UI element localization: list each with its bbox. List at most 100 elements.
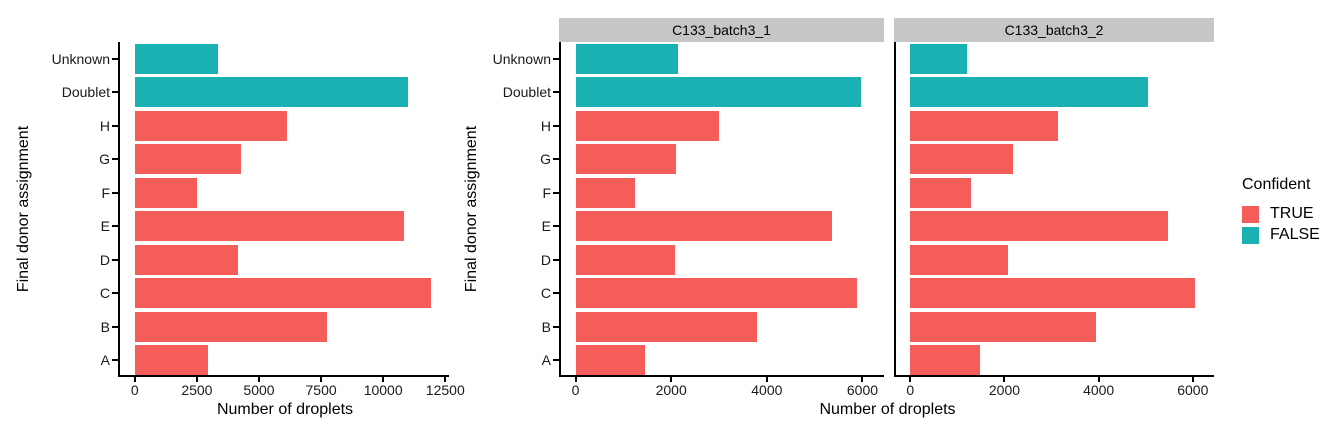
y-label-d: D bbox=[99, 251, 110, 268]
bar-f-panel0 bbox=[134, 177, 198, 208]
y-tick-mark bbox=[553, 359, 559, 362]
y-tick-mark bbox=[553, 57, 559, 60]
y-axis-title-left: Final donor assignment bbox=[15, 125, 32, 293]
x-tick-mark bbox=[1003, 377, 1006, 382]
x-tick-mark bbox=[257, 377, 260, 382]
bar-b-panel2 bbox=[910, 311, 1097, 342]
y-tick-mark bbox=[553, 91, 559, 94]
x-axis-title-left: Number of droplets bbox=[216, 401, 354, 418]
bar-doublet-panel0 bbox=[134, 77, 408, 108]
y-tick-mark bbox=[112, 359, 118, 362]
bar-g-panel2 bbox=[910, 144, 1014, 175]
bar-g-panel1 bbox=[575, 144, 676, 175]
y-label-h: H bbox=[540, 117, 551, 134]
bar-h-panel0 bbox=[134, 110, 288, 141]
y-tick-mark bbox=[112, 57, 118, 60]
x-tick-label: 5000 bbox=[243, 382, 275, 398]
y-label-d: D bbox=[540, 251, 551, 268]
y-tick-mark bbox=[112, 292, 118, 295]
x-tick-label: 7500 bbox=[305, 382, 337, 398]
y-label-e: E bbox=[541, 218, 551, 235]
x-tick-mark bbox=[195, 377, 198, 382]
y-label-a: A bbox=[541, 352, 551, 369]
y-label-c: C bbox=[540, 285, 551, 302]
legend-swatch-true bbox=[1242, 205, 1259, 223]
bar-c-panel1 bbox=[575, 278, 857, 309]
x-tick-label: 4000 bbox=[751, 382, 783, 398]
y-axis-title-facets: Final donor assignment bbox=[463, 125, 480, 293]
y-label-unknown: Unknown bbox=[51, 50, 110, 67]
x-tick-label: 6000 bbox=[1177, 382, 1209, 398]
y-label-f: F bbox=[101, 184, 110, 201]
y-label-g: G bbox=[540, 151, 551, 168]
bar-h-panel1 bbox=[575, 110, 720, 141]
x-tick-mark bbox=[909, 377, 912, 382]
y-tick-mark bbox=[553, 225, 559, 228]
facet-strip-label: C133_batch3_1 bbox=[672, 22, 771, 38]
bar-a-panel0 bbox=[134, 345, 208, 376]
x-tick-label: 4000 bbox=[1083, 382, 1115, 398]
x-tick-mark bbox=[1097, 377, 1100, 382]
bar-doublet-panel1 bbox=[575, 77, 861, 108]
x-tick-label: 12500 bbox=[425, 382, 465, 398]
legend-confident: Confident TRUE FALSE bbox=[1242, 176, 1320, 247]
y-label-unknown: Unknown bbox=[492, 50, 551, 67]
x-tick-label: 10000 bbox=[363, 382, 403, 398]
x-tick-label: 2500 bbox=[181, 382, 213, 398]
x-tick-mark bbox=[574, 377, 577, 382]
y-tick-mark bbox=[112, 191, 118, 194]
bar-d-panel1 bbox=[575, 244, 675, 275]
bar-e-panel0 bbox=[134, 211, 405, 242]
x-tick-mark bbox=[382, 377, 385, 382]
bar-c-panel0 bbox=[134, 278, 432, 309]
y-label-f: F bbox=[542, 184, 551, 201]
bar-unknown-panel0 bbox=[134, 43, 218, 74]
x-tick-label: 2000 bbox=[988, 382, 1021, 398]
facet-strip-label: C133_batch3_2 bbox=[1004, 22, 1104, 38]
x-tick-label: 0 bbox=[571, 382, 580, 398]
bar-f-panel1 bbox=[575, 177, 635, 208]
y-tick-mark bbox=[112, 225, 118, 228]
y-label-c: C bbox=[99, 285, 110, 302]
y-tick-mark bbox=[112, 91, 118, 94]
legend-label-true: TRUE bbox=[1270, 205, 1314, 222]
legend-swatch-false bbox=[1242, 226, 1259, 244]
y-label-b: B bbox=[541, 318, 551, 335]
x-tick-mark bbox=[765, 377, 768, 382]
y-label-doublet: Doublet bbox=[61, 84, 110, 101]
facet-strip-batch3-2: C133_batch3_2 bbox=[894, 18, 1214, 42]
x-tick-label: 6000 bbox=[846, 382, 879, 398]
x-tick-label: 0 bbox=[906, 382, 915, 398]
y-label-g: G bbox=[99, 151, 110, 168]
x-tick-mark bbox=[670, 377, 673, 382]
x-tick-label: 2000 bbox=[655, 382, 687, 398]
y-tick-mark bbox=[553, 325, 559, 328]
legend-title: Confident bbox=[1242, 176, 1311, 193]
bar-d-panel2 bbox=[910, 244, 1008, 275]
x-tick-mark bbox=[861, 377, 864, 382]
facet-strip-batch3-1: C133_batch3_1 bbox=[559, 18, 884, 42]
y-tick-mark bbox=[112, 325, 118, 328]
bar-f-panel2 bbox=[910, 177, 971, 208]
y-tick-mark bbox=[553, 158, 559, 161]
y-tick-mark bbox=[112, 258, 118, 261]
x-axis-title-facets: Number of droplets bbox=[819, 401, 956, 418]
bar-doublet-panel2 bbox=[910, 77, 1148, 108]
bar-e-panel1 bbox=[575, 211, 833, 242]
x-tick-label: 0 bbox=[130, 382, 139, 398]
y-tick-mark bbox=[553, 124, 559, 127]
bar-a-panel1 bbox=[575, 345, 645, 376]
y-tick-mark bbox=[553, 258, 559, 261]
y-label-h: H bbox=[99, 117, 110, 134]
legend-item-false: FALSE bbox=[1242, 226, 1320, 244]
y-label-a: A bbox=[100, 352, 110, 369]
bar-g-panel0 bbox=[134, 144, 242, 175]
y-label-e: E bbox=[100, 218, 110, 235]
legend-label-false: FALSE bbox=[1270, 226, 1320, 243]
legend-item-true: TRUE bbox=[1242, 205, 1320, 223]
x-tick-mark bbox=[1191, 377, 1194, 382]
bar-b-panel0 bbox=[134, 311, 328, 342]
bar-h-panel2 bbox=[910, 110, 1058, 141]
y-tick-mark bbox=[112, 124, 118, 127]
